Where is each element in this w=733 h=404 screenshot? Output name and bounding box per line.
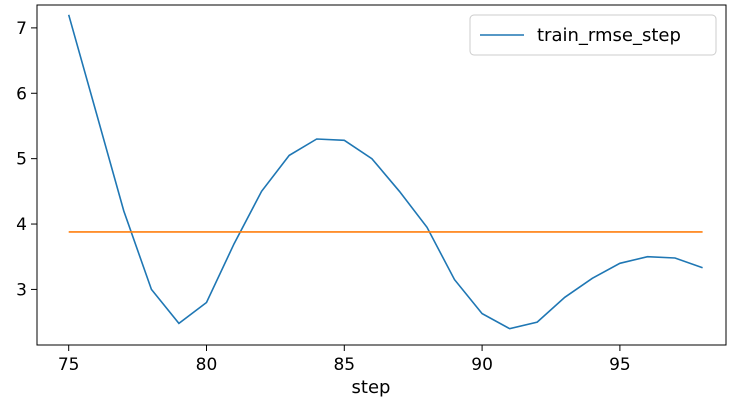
x-axis-label: step	[352, 377, 391, 398]
x-tick-label: 75	[58, 355, 80, 375]
y-tick-label: 3	[16, 280, 27, 300]
y-tick-label: 7	[16, 19, 27, 39]
x-axis: 75 80 85 90 95	[58, 345, 631, 375]
series-line-train-rmse-step	[67, 14, 703, 330]
plot-area	[36, 4, 727, 346]
legend: train_rmse_step	[469, 14, 717, 56]
y-tick-label: 5	[16, 150, 27, 170]
y-tick-label: 4	[16, 215, 27, 235]
series-layer	[67, 14, 703, 330]
x-tick-label: 90	[471, 355, 493, 375]
legend-box	[469, 14, 717, 56]
legend-label-train-rmse-step: train_rmse_step	[537, 25, 681, 46]
y-axis: 3 4 5 6 7	[16, 19, 37, 300]
x-tick-label: 85	[333, 355, 355, 375]
y-tick-label: 6	[16, 84, 27, 104]
x-tick-label: 80	[196, 355, 218, 375]
x-tick-label: 95	[609, 355, 631, 375]
